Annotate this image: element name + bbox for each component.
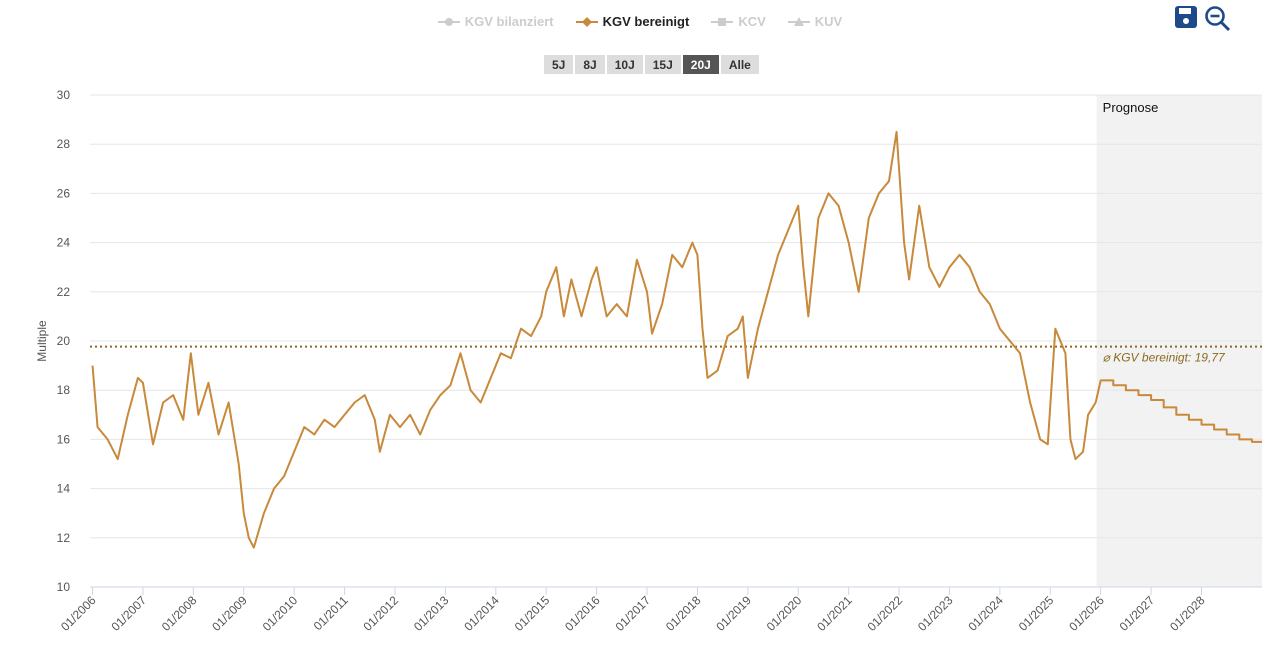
y-tick-label: 26 <box>57 186 71 200</box>
x-tick-label: 01/2015 <box>512 593 553 634</box>
legend-label: KGV bereinigt <box>602 14 690 29</box>
y-tick-label: 20 <box>57 334 71 348</box>
legend-circle-icon <box>437 17 460 26</box>
save-icon[interactable] <box>1174 5 1198 29</box>
y-axis-label: Multiple <box>35 320 49 362</box>
legend-item-kgv-bilanziert[interactable]: KGV bilanziert <box>437 14 554 29</box>
x-tick-label: 01/2008 <box>159 593 200 634</box>
x-tick-label: 01/2023 <box>915 593 956 634</box>
chart-tools <box>1174 5 1232 33</box>
chart-legend: KGV bilanziert KGV bereinigt KCV KUV <box>0 14 1280 29</box>
legend-diamond-icon <box>575 16 598 27</box>
x-tick-label: 01/2013 <box>411 593 452 634</box>
y-tick-label: 22 <box>57 285 71 299</box>
x-tick-label: 01/2025 <box>1016 593 1057 634</box>
x-tick-label: 01/2011 <box>311 593 351 633</box>
x-tick-label: 01/2007 <box>108 593 149 634</box>
forecast-label: Prognose <box>1103 100 1159 115</box>
x-tick-label: 01/2028 <box>1167 593 1208 634</box>
x-tick-label: 01/2016 <box>562 593 603 634</box>
y-tick-label: 10 <box>57 580 71 594</box>
x-tick-label: 01/2019 <box>713 593 754 634</box>
x-tick-label: 01/2021 <box>814 593 855 634</box>
y-tick-label: 24 <box>57 236 71 250</box>
range-button-20j[interactable]: 20J <box>682 55 719 74</box>
x-tick-label: 01/2024 <box>965 593 1006 634</box>
legend-item-kuv[interactable]: KUV <box>787 14 843 29</box>
x-tick-label: 01/2018 <box>663 593 704 634</box>
legend-label: KUV <box>814 14 843 29</box>
x-tick-label: 01/2020 <box>764 593 805 634</box>
forecast-line <box>1094 379 1262 443</box>
x-tick-label: 01/2012 <box>361 593 402 634</box>
range-button-15j[interactable]: 15J <box>644 55 681 74</box>
x-tick-label: 01/2017 <box>613 593 654 634</box>
x-tick-label: 01/2006 <box>58 593 99 634</box>
legend-label: KCV <box>738 14 766 29</box>
x-tick-label: 01/2010 <box>260 593 301 634</box>
y-tick-label: 28 <box>57 137 71 151</box>
range-button-5j[interactable]: 5J <box>544 55 574 74</box>
series-line <box>91 130 1097 549</box>
range-button-alle[interactable]: Alle <box>720 55 759 74</box>
zoom-out-icon[interactable] <box>1204 5 1232 33</box>
legend-item-kcv[interactable]: KCV <box>711 14 766 29</box>
average-label: ⌀ KGV bereinigt: 19,77 <box>1103 351 1226 365</box>
x-tick-label: 01/2014 <box>461 593 502 634</box>
x-tick-label: 01/2026 <box>1066 593 1107 634</box>
legend-item-kgv-bereinigt[interactable]: KGV bereinigt <box>575 14 690 29</box>
y-tick-label: 12 <box>57 531 71 545</box>
legend-triangle-icon <box>787 16 810 26</box>
y-tick-label: 18 <box>57 383 71 397</box>
legend-label: KGV bilanziert <box>464 14 554 29</box>
x-tick-label: 01/2022 <box>865 593 906 634</box>
x-tick-label: 01/2027 <box>1117 593 1158 634</box>
legend-square-icon <box>711 17 734 26</box>
y-tick-label: 30 <box>57 88 71 102</box>
y-tick-label: 16 <box>57 432 71 446</box>
range-button-10j[interactable]: 10J <box>606 55 643 74</box>
y-tick-label: 14 <box>57 482 71 496</box>
x-tick-label: 01/2009 <box>209 593 250 634</box>
range-button-8j[interactable]: 8J <box>575 55 605 74</box>
range-selector: 5J 8J 10J 15J 20J Alle <box>544 55 759 74</box>
